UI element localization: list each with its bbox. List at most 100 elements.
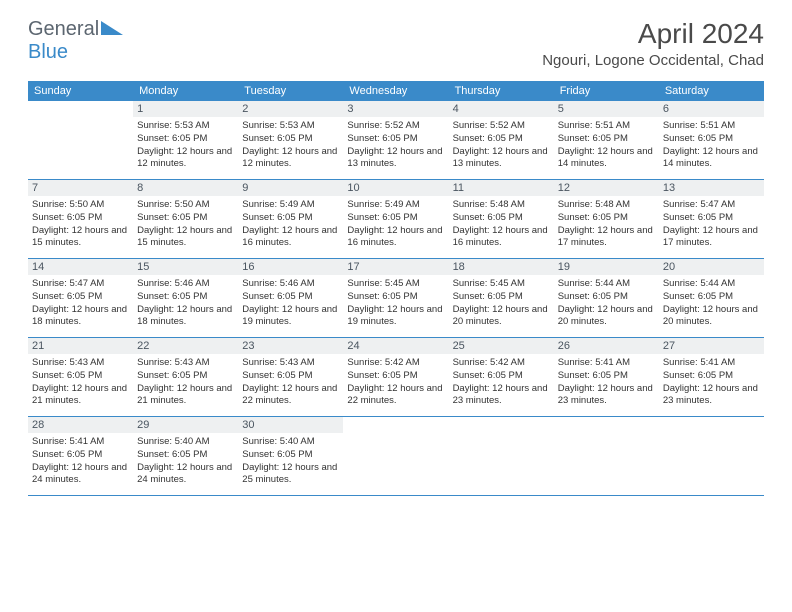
day-info: Sunrise: 5:42 AMSunset: 6:05 PMDaylight:… [453,357,550,408]
day-cell [554,417,659,495]
sunset-text: Sunset: 6:05 PM [242,291,339,304]
day-header-fri: Friday [554,81,659,101]
day-cell: 8Sunrise: 5:50 AMSunset: 6:05 PMDaylight… [133,180,238,258]
sunrise-text: Sunrise: 5:41 AM [663,357,760,370]
sunset-text: Sunset: 6:05 PM [663,133,760,146]
sunset-text: Sunset: 6:05 PM [137,370,234,383]
day-header-row: Sunday Monday Tuesday Wednesday Thursday… [28,81,764,101]
day-info: Sunrise: 5:48 AMSunset: 6:05 PMDaylight:… [453,199,550,250]
day-number: 25 [449,338,554,354]
day-cell [28,101,133,179]
daylight-text: Daylight: 12 hours and 16 minutes. [347,225,444,251]
sunset-text: Sunset: 6:05 PM [137,212,234,225]
daylight-text: Daylight: 12 hours and 18 minutes. [137,304,234,330]
day-number: 4 [449,101,554,117]
daylight-text: Daylight: 12 hours and 12 minutes. [242,146,339,172]
day-cell: 7 Sunrise: 5:50 AMSunset: 6:05 PMDaylight… [28,180,133,258]
day-number: 7 [28,180,133,196]
sunrise-text: Sunrise: 5:43 AM [137,357,234,370]
sunrise-text: Sunrise: 5:45 AM [347,278,444,291]
day-number: 19 [554,259,659,275]
sunrise-text: Sunrise: 5:49 AM [347,199,444,212]
daylight-text: Daylight: 12 hours and 25 minutes. [242,462,339,488]
week-row: 28Sunrise: 5:41 AMSunset: 6:05 PMDayligh… [28,417,764,496]
day-number: 23 [238,338,343,354]
day-cell: 11Sunrise: 5:48 AMSunset: 6:05 PMDayligh… [449,180,554,258]
day-cell: 25 Sunrise: 5:42 AMSunset: 6:05 PMDayligh… [449,338,554,416]
sunrise-text: Sunrise: 5:51 AM [663,120,760,133]
day-number: 27 [659,338,764,354]
daylight-text: Daylight: 12 hours and 23 minutes. [558,383,655,409]
day-info: Sunrise: 5:46 AMSunset: 6:05 PMDaylight:… [242,278,339,329]
day-number: 13 [659,180,764,196]
daylight-text: Daylight: 12 hours and 19 minutes. [242,304,339,330]
day-number: 3 [343,101,448,117]
daylight-text: Daylight: 12 hours and 24 minutes. [32,462,129,488]
sunset-text: Sunset: 6:05 PM [663,370,760,383]
day-cell: 1 Sunrise: 5:53 AMSunset: 6:05 PMDaylight… [133,101,238,179]
day-info: Sunrise: 5:49 AMSunset: 6:05 PMDaylight:… [347,199,444,250]
day-info: Sunrise: 5:45 AMSunset: 6:05 PMDaylight:… [453,278,550,329]
day-info: Sunrise: 5:53 AMSunset: 6:05 PMDaylight:… [242,120,339,171]
day-info: Sunrise: 5:51 AMSunset: 6:05 PMDaylight:… [558,120,655,171]
day-header-sun: Sunday [28,81,133,101]
day-number [449,417,554,421]
sunset-text: Sunset: 6:05 PM [32,212,129,225]
day-number [554,417,659,421]
logo-text-blue: Blue [28,41,68,63]
sunrise-text: Sunrise: 5:48 AM [453,199,550,212]
daylight-text: Daylight: 12 hours and 14 minutes. [663,146,760,172]
daylight-text: Daylight: 12 hours and 17 minutes. [663,225,760,251]
day-number: 28 [28,417,133,433]
day-number: 20 [659,259,764,275]
day-number: 1 [133,101,238,117]
sunset-text: Sunset: 6:05 PM [558,133,655,146]
day-info: Sunrise: 5:45 AMSunset: 6:05 PMDaylight:… [347,278,444,329]
day-info: Sunrise: 5:40 AMSunset: 6:05 PMDaylight:… [242,436,339,487]
sunrise-text: Sunrise: 5:40 AM [242,436,339,449]
sunset-text: Sunset: 6:05 PM [347,370,444,383]
day-number: 6 [659,101,764,117]
day-number: 17 [343,259,448,275]
daylight-text: Daylight: 12 hours and 13 minutes. [453,146,550,172]
daylight-text: Daylight: 12 hours and 24 minutes. [137,462,234,488]
day-info: Sunrise: 5:52 AMSunset: 6:05 PMDaylight:… [347,120,444,171]
sunrise-text: Sunrise: 5:52 AM [347,120,444,133]
sunset-text: Sunset: 6:05 PM [242,370,339,383]
day-cell: 24Sunrise: 5:42 AMSunset: 6:05 PMDayligh… [343,338,448,416]
day-header-sat: Saturday [659,81,764,101]
day-cell: 22Sunrise: 5:43 AMSunset: 6:05 PMDayligh… [133,338,238,416]
day-cell: 19Sunrise: 5:44 AMSunset: 6:05 PMDayligh… [554,259,659,337]
sunrise-text: Sunrise: 5:44 AM [663,278,760,291]
day-info: Sunrise: 5:47 AMSunset: 6:05 PMDaylight:… [663,199,760,250]
day-info: Sunrise: 5:41 AMSunset: 6:05 PMDaylight:… [663,357,760,408]
day-cell: 15Sunrise: 5:46 AMSunset: 6:05 PMDayligh… [133,259,238,337]
sunset-text: Sunset: 6:05 PM [347,291,444,304]
day-number [343,417,448,421]
title-block: April 2024 Ngouri, Logone Occidental, Ch… [542,18,764,69]
day-number [28,101,133,105]
day-info: Sunrise: 5:48 AMSunset: 6:05 PMDaylight:… [558,199,655,250]
sunset-text: Sunset: 6:05 PM [242,212,339,225]
daylight-text: Daylight: 12 hours and 21 minutes. [137,383,234,409]
day-info: Sunrise: 5:50 AMSunset: 6:05 PMDaylight:… [32,199,129,250]
day-number: 29 [133,417,238,433]
day-info: Sunrise: 5:53 AMSunset: 6:05 PMDaylight:… [137,120,234,171]
daylight-text: Daylight: 12 hours and 19 minutes. [347,304,444,330]
sunset-text: Sunset: 6:05 PM [137,133,234,146]
daylight-text: Daylight: 12 hours and 20 minutes. [453,304,550,330]
sunrise-text: Sunrise: 5:42 AM [347,357,444,370]
day-info: Sunrise: 5:43 AMSunset: 6:05 PMDaylight:… [32,357,129,408]
day-header-wed: Wednesday [343,81,448,101]
sunset-text: Sunset: 6:05 PM [242,133,339,146]
sunset-text: Sunset: 6:05 PM [32,291,129,304]
day-cell: 5Sunrise: 5:51 AMSunset: 6:05 PMDaylight… [554,101,659,179]
sunset-text: Sunset: 6:05 PM [347,212,444,225]
sunrise-text: Sunrise: 5:53 AM [242,120,339,133]
sunset-text: Sunset: 6:05 PM [558,370,655,383]
sunset-text: Sunset: 6:05 PM [137,291,234,304]
sunset-text: Sunset: 6:05 PM [347,133,444,146]
sunset-text: Sunset: 6:05 PM [453,370,550,383]
day-cell: 12Sunrise: 5:48 AMSunset: 6:05 PMDayligh… [554,180,659,258]
day-number: 14 [28,259,133,275]
